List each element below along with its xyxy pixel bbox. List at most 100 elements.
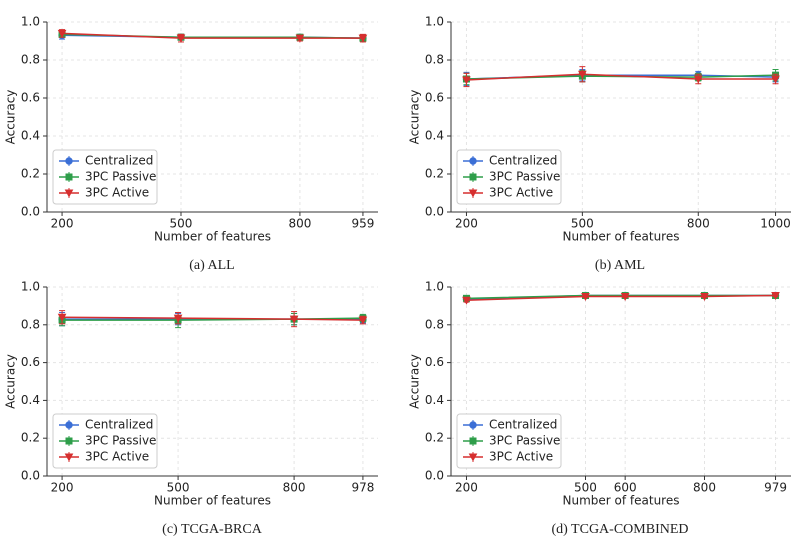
y-axis-label: Accuracy: [4, 90, 18, 145]
legend-marker: [468, 453, 478, 462]
x-tick-label: 959: [351, 217, 374, 231]
marker: [57, 313, 67, 322]
y-tick-label: 0.6: [21, 355, 40, 369]
x-axis-label: Number of features: [154, 230, 271, 244]
panel: 0.0 0.2 0.4 0.6 0.8 1.0 200 500 800 1000 Number of…: [408, 15, 791, 273]
panel: 0.0 0.2 0.4 0.6 0.8 1.0 200 500 800 959 Number of …: [4, 15, 378, 273]
y-tick-label: 0.2: [425, 167, 444, 181]
x-axis-label: Number of features: [154, 494, 271, 508]
legend-marker: [468, 189, 478, 198]
caption: (d) TCGA-COMBINED: [551, 522, 688, 537]
y-tick-label: 0.8: [425, 317, 444, 331]
series-line: [62, 317, 363, 321]
y-tick-label: 0.4: [21, 393, 40, 407]
y-tick-label: 0.6: [21, 91, 40, 105]
legend-label: Centralized: [489, 154, 557, 168]
y-tick-label: 0.6: [425, 355, 444, 369]
y-tick-label: 1.0: [425, 280, 444, 294]
marker: [176, 34, 186, 43]
marker: [462, 296, 471, 305]
x-axis-label: Number of features: [563, 230, 680, 244]
legend-box: [456, 149, 562, 205]
legend-marker: [65, 157, 73, 165]
legend-label: 3PC Active: [489, 450, 553, 464]
series-line: [466, 73, 776, 81]
y-axis-label: Accuracy: [4, 354, 18, 409]
series-line: [62, 316, 363, 321]
y-tick-label: 0.4: [425, 393, 444, 407]
legend-marker: [64, 189, 74, 198]
caption: (c) TCGA-BRCA: [162, 522, 263, 537]
legend-label: 3PC Passive: [85, 434, 156, 448]
legend-label: Centralized: [489, 418, 557, 432]
marker: [771, 75, 780, 84]
legend-box: [52, 413, 158, 469]
y-tick-label: 0.0: [425, 469, 444, 483]
marker: [578, 70, 587, 79]
series-line: [62, 32, 363, 39]
y-tick-label: 0.6: [425, 91, 444, 105]
marker: [358, 316, 368, 325]
y-tick-label: 0.2: [21, 167, 40, 181]
legend-marker: [469, 157, 477, 165]
legend-label: 3PC Passive: [85, 170, 156, 184]
legend-marker: [469, 421, 477, 429]
caption: (a) ALL: [189, 258, 234, 273]
x-tick-label: 500: [574, 481, 597, 495]
x-tick-label: 500: [170, 217, 193, 231]
legend-label: 3PC Passive: [489, 434, 560, 448]
x-tick-label: 1000: [760, 217, 791, 231]
marker: [620, 292, 630, 302]
y-tick-label: 1.0: [21, 15, 40, 29]
legend-marker: [65, 421, 73, 429]
x-tick-label: 200: [51, 481, 74, 495]
panel: 0.0 0.2 0.4 0.6 0.8 1.0 200 500 800 978 Number of …: [4, 280, 378, 537]
y-tick-label: 0.0: [21, 469, 40, 483]
y-tick-label: 0.8: [21, 53, 40, 67]
marker: [358, 34, 368, 43]
x-tick-label: 600: [614, 481, 637, 495]
marker: [462, 76, 471, 85]
legend-label: 3PC Passive: [489, 170, 560, 184]
y-tick-label: 0.2: [21, 431, 40, 445]
legend-label: 3PC Active: [85, 186, 149, 200]
x-tick-label: 200: [51, 217, 74, 231]
marker: [700, 292, 709, 302]
x-tick-label: 200: [455, 481, 478, 495]
x-tick-label: 800: [288, 217, 311, 231]
x-axis-label: Number of features: [563, 494, 680, 508]
x-tick-label: 800: [687, 217, 710, 231]
x-tick-label: 800: [283, 481, 306, 495]
y-tick-label: 1.0: [425, 15, 444, 29]
marker: [581, 292, 590, 302]
legend-marker: [64, 453, 74, 462]
legend-marker: [469, 173, 477, 181]
x-tick-label: 200: [455, 217, 478, 231]
marker: [295, 34, 305, 43]
legend-marker: [469, 437, 477, 445]
legend-box: [52, 149, 158, 205]
marker: [289, 315, 299, 324]
y-tick-label: 0.0: [21, 205, 40, 219]
x-tick-label: 500: [571, 217, 594, 231]
legend-box: [456, 413, 562, 469]
legend-marker: [65, 173, 73, 181]
legend-label: Centralized: [85, 154, 153, 168]
legend-label: 3PC Active: [489, 186, 553, 200]
x-tick-label: 800: [693, 481, 716, 495]
x-tick-label: 979: [764, 481, 787, 495]
marker: [771, 292, 780, 301]
y-tick-label: 0.4: [21, 129, 40, 143]
marker: [173, 314, 183, 323]
y-tick-label: 0.8: [21, 317, 40, 331]
legend-label: Centralized: [85, 418, 153, 432]
x-tick-label: 978: [351, 481, 374, 495]
legend-marker: [65, 437, 73, 445]
caption: (b) AML: [595, 258, 645, 273]
y-tick-label: 1.0: [21, 280, 40, 294]
y-axis-label: Accuracy: [408, 354, 422, 409]
x-tick-label: 500: [167, 481, 190, 495]
y-axis-label: Accuracy: [408, 90, 422, 145]
